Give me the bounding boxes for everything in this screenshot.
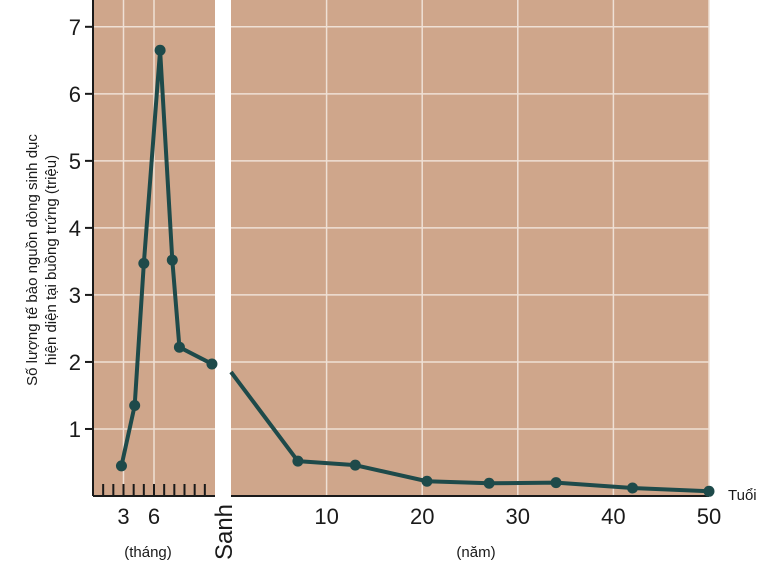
grid-lines — [93, 0, 710, 496]
birth-label: Sanh — [211, 504, 238, 560]
y-tick-label: 6 — [69, 82, 81, 107]
x-tick-label-prenatal: 3 — [117, 504, 129, 529]
x-tick-label-postnatal: 20 — [410, 504, 434, 529]
postnatal-unit-label: (năm) — [456, 544, 495, 561]
y-axis-label-line-2: hiện diện tại buồng trứng (triệu) — [43, 155, 60, 365]
y-tick-label: 4 — [69, 216, 81, 241]
data-point — [349, 459, 361, 471]
x-axis-label: Tuổi — [728, 487, 757, 504]
data-point — [129, 400, 141, 412]
postnatal-panel — [231, 0, 709, 496]
y-axis-label-line-1: Số lượng tế bào nguồn dòng sinh dục — [24, 134, 41, 386]
data-point — [421, 475, 433, 487]
y-tick-label: 5 — [69, 149, 81, 174]
data-point — [166, 254, 178, 266]
data-point — [115, 460, 127, 472]
prenatal-unit-label: (tháng) — [124, 544, 172, 561]
y-tick-label: 2 — [69, 350, 81, 375]
birth-band — [215, 0, 231, 498]
x-tick-label-postnatal: 50 — [697, 504, 721, 529]
data-point — [483, 477, 495, 489]
data-point — [550, 477, 562, 489]
data-point — [627, 482, 639, 494]
y-tick-label: 7 — [69, 15, 81, 40]
labels: Số lượng tế bào nguồn dòng sinh dục hiện… — [24, 134, 757, 561]
x-tick-label-postnatal: 10 — [314, 504, 338, 529]
x-tick-label-prenatal: 6 — [148, 504, 160, 529]
series-line — [115, 44, 715, 497]
series-line-postnatal — [229, 370, 710, 494]
y-tick-label: 3 — [69, 283, 81, 308]
y-tick-label: 1 — [69, 417, 81, 442]
data-point — [206, 358, 218, 370]
data-point — [154, 44, 166, 56]
birth-divider — [215, 0, 231, 498]
x-tick-label-postnatal: 30 — [506, 504, 530, 529]
data-point — [292, 455, 304, 467]
data-point — [173, 341, 185, 353]
data-point — [703, 485, 715, 497]
plot-background — [93, 0, 709, 496]
x-tick-label-postnatal: 40 — [601, 504, 625, 529]
data-point — [138, 257, 150, 269]
